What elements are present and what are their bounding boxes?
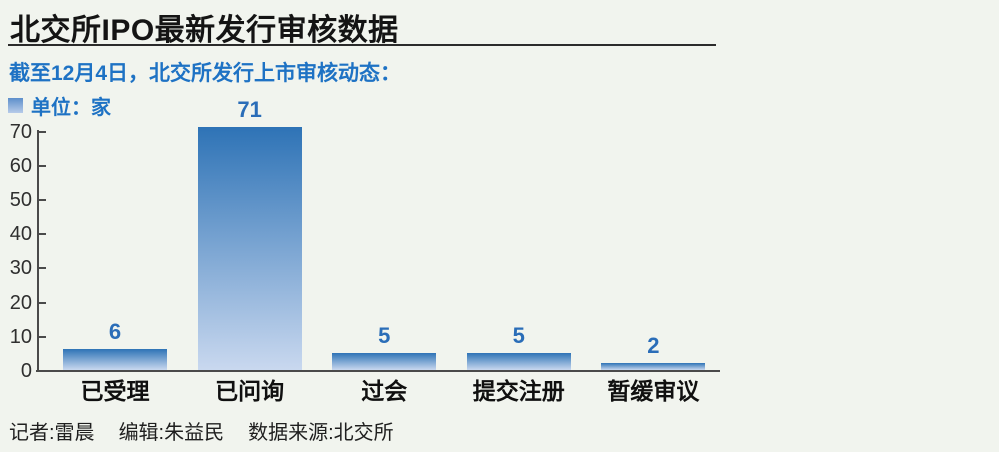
footer-credits: 记者:雷晨 编辑:朱益民 数据来源:北交所 [9,416,394,445]
bar [601,363,706,370]
y-tick-mark [37,164,46,167]
category-axis-label: 已受理 [80,378,150,404]
y-tick-mark [37,301,46,304]
y-tick-label: 30 [9,257,32,280]
chart-legend: 单位：家 [8,91,111,120]
y-tick-mark [37,130,46,133]
y-tick-label: 60 [9,154,32,177]
y-tick-label: 0 [20,360,32,382]
legend-label: 单位：家 [31,97,111,119]
y-tick-mark [37,267,46,270]
bar [197,127,302,370]
chart-subtitle: 截至12月4日，北交所发行上市审核动态： [9,62,402,85]
y-tick-label: 40 [9,223,32,246]
credit-editor: 编辑:朱益民 [118,422,225,444]
bar [466,352,571,370]
bar-value-label: 71 [237,97,262,123]
credit-data-source: 数据来源:北交所 [248,422,394,444]
bar [332,352,437,370]
y-tick-label: 20 [9,291,32,314]
y-tick-label: 70 [9,120,32,143]
legend-swatch-icon [8,98,23,113]
y-tick-mark [37,233,46,236]
bar-value-label: 5 [512,322,525,348]
credit-reporter: 记者:雷晨 [9,422,95,444]
bar [63,349,167,370]
y-tick-mark [37,199,46,201]
category-axis-label: 过会 [361,378,408,404]
category-axis-label: 提交注册 [472,378,565,404]
category-axis-label: 暂缓审议 [607,378,700,404]
y-tick-label: 50 [9,189,32,211]
y-tick-label: 10 [9,325,32,348]
bar-value-label: 5 [378,322,391,348]
bar-value-label: 2 [647,333,660,359]
title-underline [8,44,716,46]
category-axis-label: 已问询 [215,378,285,404]
x-axis-line [36,370,720,372]
y-tick-mark [37,335,46,338]
page-title: 北交所IPO最新发行审核数据 [10,14,399,47]
y-axis-line [37,129,39,372]
bar-value-label: 6 [108,319,122,345]
